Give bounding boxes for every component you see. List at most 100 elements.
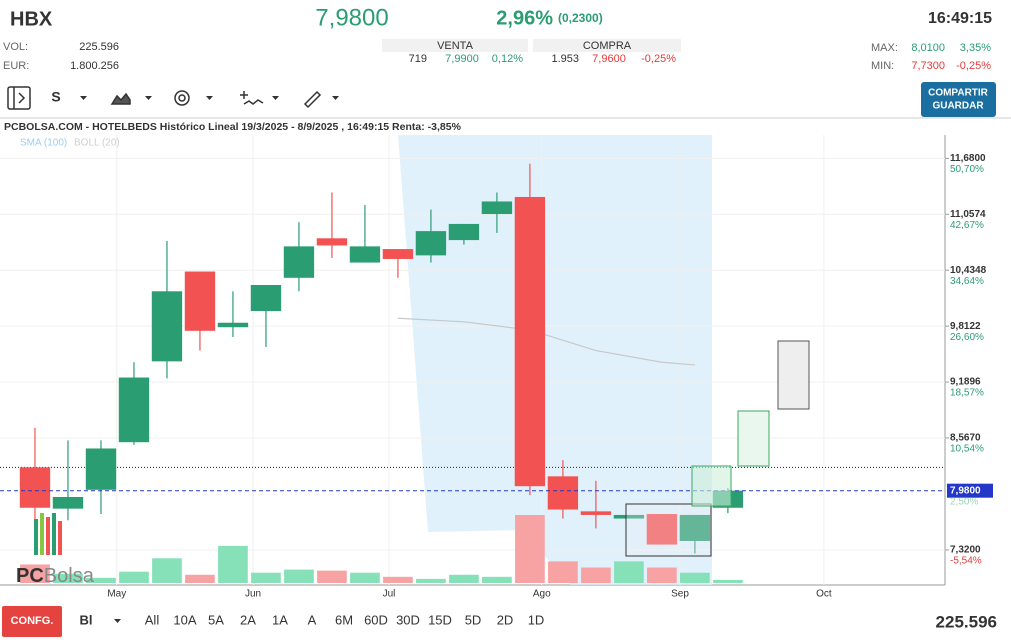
candle-body — [448, 223, 480, 241]
candle-body — [184, 271, 216, 331]
min-label: MIN: — [871, 60, 894, 72]
range-option[interactable]: 5A — [208, 612, 224, 627]
candle-body — [316, 238, 348, 246]
range-option[interactable]: 1A — [272, 612, 288, 627]
volume-bar — [449, 574, 479, 583]
y-tick-pct: 18,57% — [950, 388, 984, 399]
y-tick-label: 8,5670 — [950, 433, 981, 444]
volume-bar — [614, 561, 644, 583]
logo: PCBolsa — [16, 513, 95, 587]
venta-pct: 0,12% — [492, 53, 523, 65]
volume-bar — [152, 558, 182, 583]
candle-body — [613, 514, 645, 519]
style-caret — [114, 619, 121, 623]
candle-body — [349, 246, 381, 263]
chart-type-icon[interactable] — [110, 92, 131, 105]
carets — [80, 96, 339, 100]
vol: 225.596 — [79, 41, 119, 53]
venta-qty: 719 — [409, 53, 427, 65]
range-option[interactable]: 15D — [428, 612, 452, 627]
y-tick-pct: 42,67% — [950, 220, 984, 231]
eur-label: EUR: — [3, 60, 29, 72]
y-tick-pct: -5,54% — [950, 556, 982, 567]
range-option[interactable]: 5D — [465, 612, 482, 627]
volume-bar — [482, 576, 512, 583]
range-option[interactable]: 60D — [364, 612, 388, 627]
selection-box — [625, 503, 712, 557]
chart-title: PCBOLSA.COM - HOTELBEDS Histórico Lineal… — [4, 121, 462, 133]
candle-body — [217, 322, 249, 328]
volume-bar — [86, 577, 116, 583]
max-label: MAX: — [871, 42, 898, 54]
price: 7,9800 — [315, 4, 388, 31]
candle-body — [415, 231, 447, 256]
save-label[interactable]: GUARDAR — [932, 101, 984, 112]
logo-pc: PC — [16, 565, 44, 587]
x-tick-label: Jun — [245, 589, 261, 600]
range-option[interactable]: 2D — [497, 612, 514, 627]
y-tick-label: 9,1896 — [950, 377, 981, 388]
legend-sma: SMA (100) — [20, 138, 67, 149]
toolbar — [7, 86, 322, 110]
config-button[interactable] — [2, 606, 62, 637]
candle-body — [151, 291, 183, 362]
venta-price: 7,9900 — [445, 53, 479, 65]
x-tick-label: May — [107, 589, 126, 600]
candle-body — [52, 496, 84, 509]
settings-icon[interactable] — [174, 90, 190, 106]
volume-bar — [185, 574, 215, 583]
y-tick-pct: 34,64% — [950, 276, 984, 287]
volume-bar — [251, 572, 281, 583]
projection-box — [777, 340, 810, 410]
venta-head — [382, 39, 528, 52]
y-tick-pct: 10,54% — [950, 444, 984, 455]
style[interactable]: Bl — [80, 612, 93, 627]
draw-icon[interactable] — [303, 90, 322, 109]
compra-title: COMPRA — [583, 40, 632, 52]
ranges: All 10A 5A 2A 1A A 6M 60D 30D 15D 5D 2D 1D — [145, 612, 545, 627]
volume-bar — [680, 572, 710, 583]
candle-body — [283, 246, 315, 278]
x-tick-label: Jul — [383, 589, 396, 600]
projection-box — [737, 410, 770, 467]
y-tick-label: 11,6800 — [950, 153, 986, 164]
range-option[interactable]: 6M — [335, 612, 353, 627]
range-option[interactable]: 1D — [528, 612, 545, 627]
volume-bar — [383, 576, 413, 583]
x-tick-label: Ago — [533, 589, 551, 600]
indicator-icon[interactable] — [240, 91, 264, 105]
ticker: HBX — [10, 8, 53, 30]
max-pct: 3,35% — [960, 42, 991, 54]
config-label[interactable]: CONFG. — [11, 615, 54, 627]
candle-body — [547, 476, 579, 510]
range-option[interactable]: 30D — [396, 612, 420, 627]
y-tick-pct: 50,70% — [950, 164, 984, 175]
volume-bar — [218, 545, 248, 583]
volume-bar — [119, 571, 149, 583]
range-option[interactable]: 2A — [240, 612, 256, 627]
change-pct: 2,96% — [496, 7, 553, 29]
volume-bar — [416, 578, 446, 583]
panel-icon[interactable] — [7, 86, 31, 110]
period[interactable]: S — [51, 89, 60, 105]
candle-body — [19, 467, 51, 508]
volume-bar — [53, 573, 83, 583]
candle-body — [118, 377, 150, 443]
range-option[interactable]: All — [145, 612, 160, 627]
candle-body — [481, 201, 513, 215]
share-label[interactable]: COMPARTIR — [928, 88, 989, 99]
y-tick-label: 9,8122 — [950, 321, 981, 332]
range-option[interactable]: A — [308, 612, 317, 627]
last-price-label: 7,9800 — [950, 485, 981, 496]
venta-title: VENTA — [437, 40, 474, 52]
share-button[interactable] — [921, 82, 996, 117]
candle-body — [580, 511, 612, 515]
y-tick-label: 7,3200 — [950, 545, 981, 556]
candle-body — [514, 196, 546, 487]
candle-body — [679, 514, 711, 541]
compra-qty: 1.953 — [551, 53, 579, 65]
volume-bar — [713, 579, 743, 583]
range-option[interactable]: 10A — [173, 612, 196, 627]
